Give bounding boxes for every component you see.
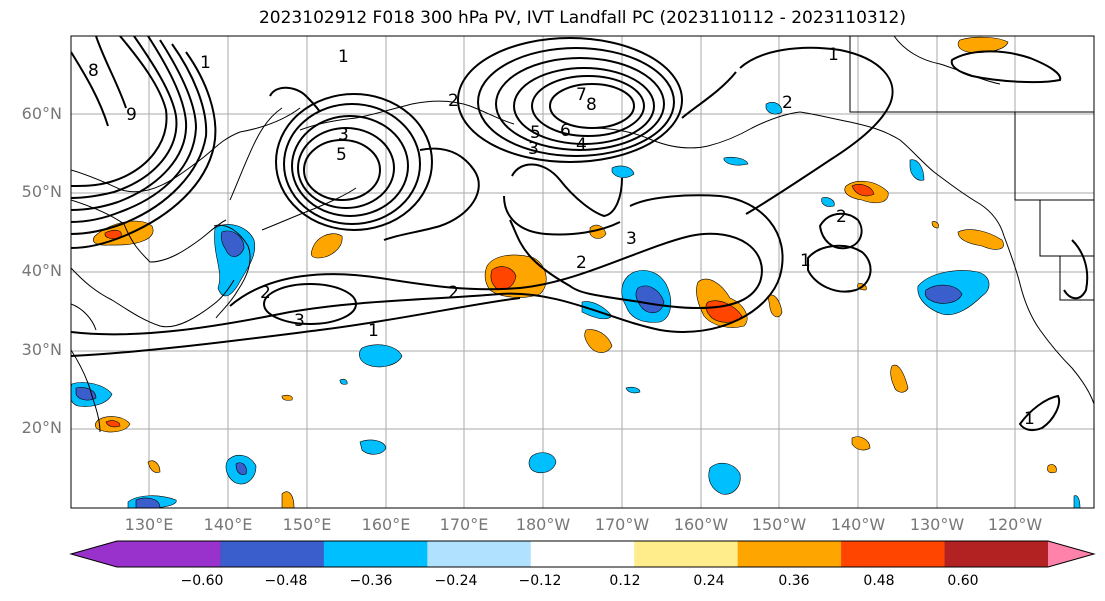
lat-label: 40°N: [21, 261, 62, 280]
contour-label: 2: [260, 283, 271, 303]
contour-labels: 1 1 1 1 1 1 2 2 2 2 2 2 3 3 3 3 4 5 5 6 …: [88, 45, 1035, 429]
lon-label: 160°W: [673, 515, 729, 534]
lon-label: 120°W: [987, 515, 1043, 534]
shade-blob: [705, 300, 743, 323]
shade-blob: [851, 436, 871, 451]
contour-label: 6: [560, 121, 571, 141]
shade-blob: [220, 230, 245, 257]
lon-label: 170°W: [594, 515, 650, 534]
shade-blob: [924, 284, 963, 304]
shade-blob: [765, 102, 783, 115]
shade-blob: [1047, 464, 1057, 474]
lon-label: 130°W: [909, 515, 965, 534]
lat-label: 20°N: [21, 418, 62, 437]
shade-blob: [723, 156, 749, 166]
contour-label: 8: [88, 61, 99, 81]
shade-blob: [890, 364, 909, 393]
contour-label: 2: [836, 207, 847, 227]
shade-blob: [708, 462, 741, 495]
lat-label: 50°N: [21, 182, 62, 201]
lon-label: 130°E: [124, 515, 174, 534]
shade-blob: [909, 159, 925, 181]
shade-blob: [625, 386, 641, 394]
shade-blob: [851, 184, 875, 197]
shade-blob: [105, 420, 121, 428]
lon-label: 170°E: [439, 515, 489, 534]
contour-label: 3: [626, 229, 637, 249]
colorbar-tick-label: 0.48: [863, 573, 895, 589]
contour-label: 1: [200, 53, 211, 73]
contour-label: 1: [1024, 409, 1035, 429]
contour-label: 7: [576, 85, 587, 105]
shade-blob: [281, 394, 293, 401]
contour-label: 2: [782, 93, 793, 113]
contour-label: 2: [448, 91, 459, 111]
shade-blob: [135, 497, 161, 508]
shade-blob: [957, 229, 1004, 250]
shade-blob: [611, 165, 635, 178]
colorbar-tick-label: −0.36: [349, 573, 393, 589]
lon-label: 150°E: [282, 515, 332, 534]
contour-label: 8: [586, 95, 597, 115]
shade-blob: [235, 462, 247, 475]
shade-blob: [310, 233, 343, 259]
shade-blob: [147, 460, 161, 473]
shade-blob: [359, 344, 403, 368]
contour-label: 2: [448, 283, 459, 303]
shade-blob: [1073, 495, 1081, 508]
lon-label: 150°W: [751, 515, 807, 534]
shade-blob: [767, 294, 783, 318]
figure-title: 2023102912 F018 300 hPa PV, IVT Landfall…: [258, 8, 906, 28]
lon-label: 160°E: [361, 515, 411, 534]
colorbar-tick-label: 0.24: [693, 573, 725, 589]
pv-contours: [71, 36, 1089, 432]
shade-blob: [821, 197, 835, 207]
colorbar-tick-label: 0.60: [947, 573, 979, 589]
contour-label: 5: [530, 123, 541, 143]
contour-label: 3: [528, 139, 539, 159]
lat-label: 60°N: [21, 104, 62, 123]
colorbar-tick-label: −0.48: [264, 573, 308, 589]
contour-label: 1: [338, 47, 349, 67]
shade-blob: [584, 329, 613, 353]
contour-label: 1: [800, 251, 811, 271]
lat-label: 30°N: [21, 340, 62, 359]
map-frame: [70, 35, 1095, 509]
colorbar-tick-label: −0.60: [180, 573, 224, 589]
shade-blob: [359, 439, 387, 455]
shade-blob: [931, 221, 939, 229]
lon-label: 140°W: [830, 515, 886, 534]
colorbar-tick-label: 0.36: [778, 573, 810, 589]
shade-blob: [635, 285, 665, 314]
shade-blob: [281, 491, 295, 508]
colorbar-tick-label: −0.24: [434, 573, 478, 589]
contour-label: 3: [294, 311, 305, 331]
contour-label: 1: [368, 321, 379, 341]
colorbar-tick-label: 0.12: [609, 573, 641, 589]
lon-label: 140°E: [203, 515, 253, 534]
contour-label: 9: [126, 105, 137, 125]
contour-label: 5: [336, 145, 347, 165]
contour-label: 3: [338, 125, 349, 145]
ivt-shading: [71, 36, 1081, 508]
contour-label: 1: [828, 45, 839, 65]
colorbar-tick-label: −0.12: [518, 573, 562, 589]
shade-blob: [339, 378, 348, 385]
contour-label: 4: [576, 135, 587, 155]
lon-label: 180°W: [515, 515, 571, 534]
shade-blob: [528, 452, 557, 474]
contour-label: 2: [576, 253, 587, 273]
